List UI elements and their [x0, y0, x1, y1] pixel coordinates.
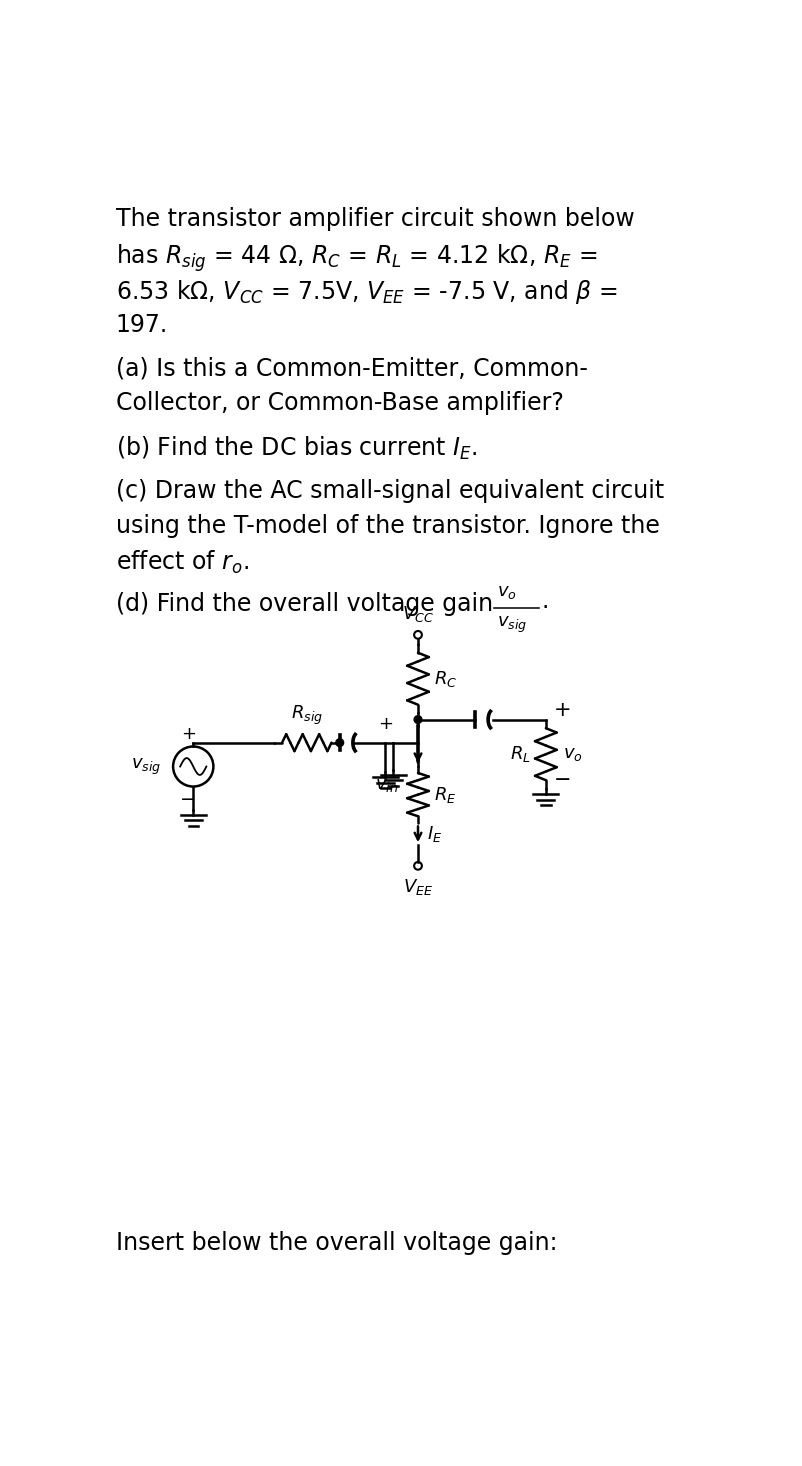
Text: $V_{CC}$: $V_{CC}$	[402, 604, 434, 625]
Text: effect of $r_o$.: effect of $r_o$.	[115, 548, 249, 576]
Text: +: +	[554, 701, 572, 720]
Circle shape	[414, 715, 422, 723]
Text: .: .	[541, 589, 549, 613]
Text: 197.: 197.	[115, 312, 168, 337]
Text: The transistor amplifier circuit shown below: The transistor amplifier circuit shown b…	[115, 208, 634, 232]
Text: 6.53 kΩ, $V_{CC}$ = 7.5V, $V_{EE}$ = -7.5 V, and $\beta$ =: 6.53 kΩ, $V_{CC}$ = 7.5V, $V_{EE}$ = -7.…	[115, 279, 618, 306]
Text: using the T-model of the transistor. Ignore the: using the T-model of the transistor. Ign…	[115, 515, 659, 538]
Text: $v_{sig}$: $v_{sig}$	[132, 756, 161, 777]
Text: $v_{in}$: $v_{in}$	[375, 776, 399, 795]
Text: +: +	[378, 715, 393, 733]
Text: +: +	[181, 726, 196, 743]
Text: $R_E$: $R_E$	[434, 784, 456, 805]
Text: (b) Find the DC bias current $I_E$.: (b) Find the DC bias current $I_E$.	[115, 434, 477, 462]
Text: −: −	[180, 790, 196, 809]
Text: $v_o$: $v_o$	[497, 583, 516, 601]
Text: Collector, or Common-Base amplifier?: Collector, or Common-Base amplifier?	[115, 391, 564, 415]
Text: $v_{sig}$: $v_{sig}$	[497, 614, 527, 635]
Text: −: −	[554, 770, 572, 790]
Text: $R_C$: $R_C$	[434, 668, 457, 689]
Text: $I_E$: $I_E$	[427, 824, 443, 844]
Text: has $R_{sig}$ = 44 Ω, $R_C$ = $R_L$ = 4.12 kΩ, $R_E$ =: has $R_{sig}$ = 44 Ω, $R_C$ = $R_L$ = 4.…	[115, 242, 597, 274]
Text: $V_{EE}$: $V_{EE}$	[403, 877, 433, 897]
Text: $R_L$: $R_L$	[509, 745, 530, 764]
Circle shape	[336, 739, 343, 746]
Text: (d) Find the overall voltage gain: (d) Find the overall voltage gain	[115, 592, 493, 617]
Text: Insert below the overall voltage gain:: Insert below the overall voltage gain:	[115, 1230, 557, 1255]
Text: $R_{sig}$: $R_{sig}$	[291, 704, 323, 727]
Text: (c) Draw the AC small-signal equivalent circuit: (c) Draw the AC small-signal equivalent …	[115, 479, 664, 503]
Text: (a) Is this a Common-Emitter, Common-: (a) Is this a Common-Emitter, Common-	[115, 356, 588, 380]
Text: $v_o$: $v_o$	[563, 745, 583, 764]
